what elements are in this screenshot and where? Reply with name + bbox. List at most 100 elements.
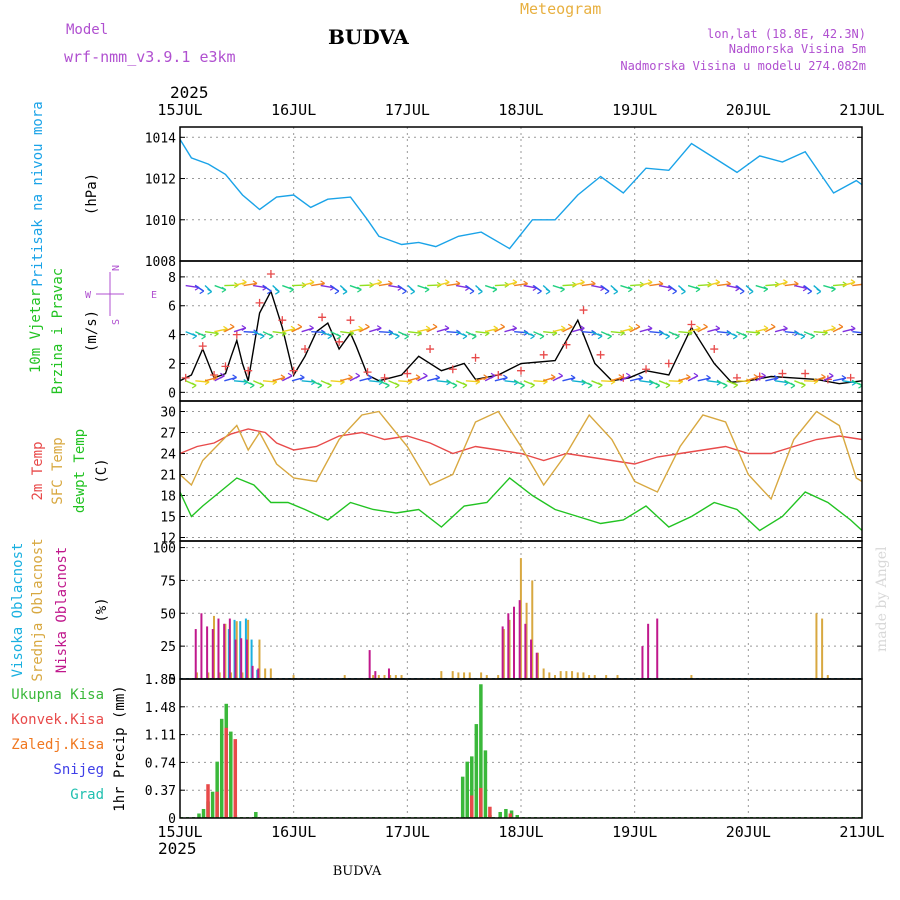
panel-data [180, 269, 862, 389]
compass-east: E [151, 290, 157, 301]
y-tick-label: 0 [168, 673, 176, 688]
wind-arrow [378, 282, 393, 287]
series-line-dewpt-temp [180, 477, 862, 532]
wind-arrow [436, 281, 450, 287]
wind-arrow-head [287, 372, 293, 379]
wind-arrow [543, 331, 557, 334]
wind-arrow-head [763, 325, 769, 332]
x-tick-label-bottom: 15JUL [157, 823, 202, 841]
y-tick-label: 12 [160, 532, 176, 547]
bar-srednja-oblacnost [400, 675, 403, 679]
panel-frame [179, 400, 863, 542]
bar-srednja-oblacnost [264, 668, 267, 679]
bar-srednja-oblacnost [497, 675, 500, 679]
bar-konvek-kisa [224, 727, 228, 818]
y-axis-label: Srednja Oblacnost [30, 538, 46, 681]
wind-arrow [195, 380, 210, 383]
wind-arrow [272, 331, 287, 335]
wind-arrow [639, 281, 653, 287]
wind-arrow [272, 376, 286, 382]
bar-srednja-oblacnost [548, 672, 551, 679]
wind-arrow-head [395, 333, 400, 340]
wind-arrow [262, 380, 277, 383]
wind-arrow-head [415, 374, 421, 381]
bar-ukupna-kisa [201, 808, 206, 818]
gust-marker [289, 366, 298, 375]
wind-arrow [832, 377, 847, 382]
precip-legend-item: Zaledj.Kisa [11, 737, 104, 753]
wind-arrow-head [266, 288, 272, 295]
wind-arrow [204, 331, 219, 335]
wind-arrow [784, 283, 799, 287]
x-tick-label-top: 19JUL [612, 101, 657, 119]
bar-niska-oblacnost [206, 626, 209, 679]
wind-arrow [678, 331, 693, 334]
bar-ukupna-kisa [479, 684, 483, 818]
gust-marker [255, 298, 264, 307]
wind-arrow-head [558, 372, 563, 379]
wind-arrow-head [850, 279, 856, 286]
panel-data [180, 410, 862, 532]
wind-arrow-head [850, 325, 856, 332]
bar-srednja-oblacnost [383, 675, 386, 679]
y-tick-label: 1008 [145, 255, 176, 270]
x-tick-label-top: 18JUL [498, 101, 543, 119]
wind-arrow-head [471, 333, 477, 340]
gust-marker [642, 365, 651, 374]
wind-arrow [842, 281, 856, 287]
y-axis-label: Brzina i Pravac [50, 268, 66, 394]
wind-arrow [658, 284, 673, 289]
wind-arrow [456, 284, 470, 289]
precip-legend-item: Ukupna Kisa [11, 687, 104, 703]
wind-arrow-head [597, 333, 603, 340]
y-axis-label: Pritisak na nivou mora [30, 101, 46, 286]
bar-srednja-oblacnost [463, 672, 466, 679]
wind-arrow-head [550, 374, 556, 381]
wind-arrow-head [229, 323, 235, 330]
wind-arrow-head [232, 374, 237, 381]
wind-arrow-head [377, 279, 382, 286]
coords-label: lon,lat (18.8E, 42.3N) [707, 27, 866, 41]
gust-marker [198, 342, 207, 351]
bar-srednja-oblacnost [230, 672, 233, 679]
wind-arrow-head [477, 288, 483, 295]
wind-arrow-head [742, 333, 748, 340]
y-tick-label: 50 [160, 607, 176, 622]
bar-niska-oblacnost [641, 646, 644, 679]
bar-srednja-oblacnost [508, 619, 511, 679]
y-axis-label: 10m Vjetar [28, 289, 44, 373]
plot-area: 15JUL 15JUL 16JUL 16JUL 17JUL 17JUL 18JUL 18JUL… [10, 101, 885, 841]
panel-data [180, 139, 862, 250]
wind-arrow [446, 282, 461, 287]
wind-arrow [842, 327, 856, 333]
y-tick-label: 1.85 [145, 673, 176, 688]
bar-srednja-oblacnost [218, 672, 221, 679]
x-tick-label-top: 21JUL [839, 101, 884, 119]
y-axis-unit: (m/s) [84, 310, 100, 352]
wind-arrow [852, 331, 862, 334]
y-tick-label: 30 [160, 406, 176, 421]
wind-arrow [214, 328, 228, 333]
bar-ukupna-kisa [197, 813, 201, 818]
gust-marker [778, 369, 787, 378]
wind-arrow [282, 328, 296, 333]
wind-arrow-head [570, 374, 576, 381]
wind-arrow-head [192, 333, 197, 340]
wind-arrow-head [220, 372, 225, 379]
wind-arrow-head [520, 382, 525, 389]
wind-arrow-head [365, 323, 370, 330]
wind-arrow-head [831, 325, 836, 332]
footer-station: BUDVA [333, 864, 382, 879]
wind-arrow-head [560, 325, 566, 332]
wind-arrow-head [695, 286, 701, 293]
bar-ukupna-kisa [483, 750, 488, 818]
gust-marker [471, 353, 480, 362]
wind-arrow [475, 331, 490, 334]
bar-niska-oblacnost [251, 665, 254, 679]
wind-arrow-head [773, 374, 779, 381]
wind-arrow-head [790, 382, 796, 389]
wind-arrow-head [512, 279, 518, 286]
wind-arrow-head [732, 333, 738, 340]
bar-niska-oblacnost [217, 618, 220, 679]
y-tick-label: 6 [168, 300, 176, 315]
